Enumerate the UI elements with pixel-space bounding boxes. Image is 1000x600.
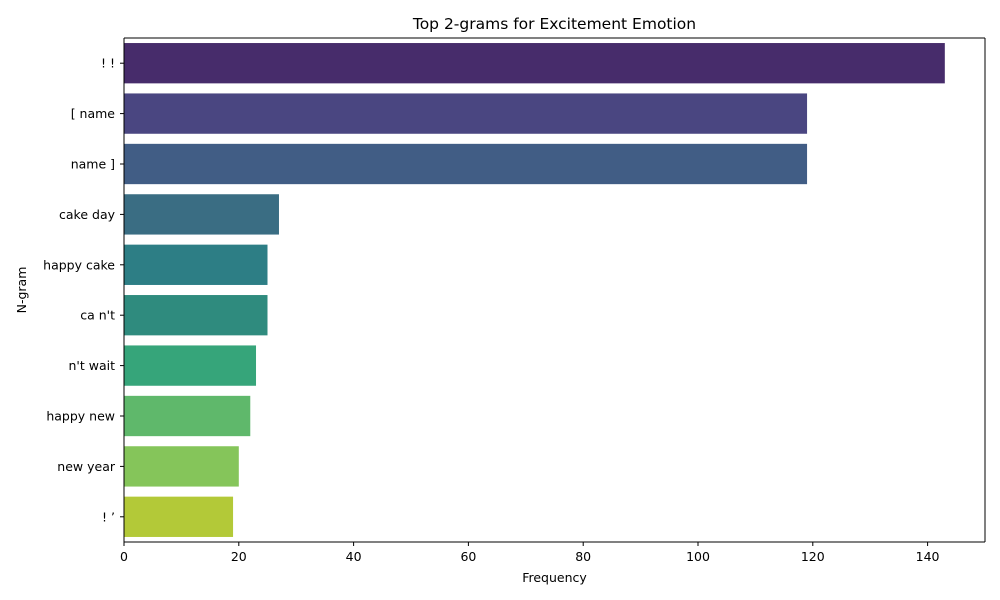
y-tick-label: happy new bbox=[46, 409, 115, 424]
y-tick-label: name ] bbox=[71, 157, 115, 172]
y-tick-label: happy cake bbox=[43, 257, 115, 272]
bar-6 bbox=[124, 345, 257, 386]
x-tick-label: 100 bbox=[686, 549, 710, 564]
bar-0 bbox=[124, 43, 945, 84]
y-axis-ticks: ! ! [ name name ] cake day happy cake ca n't n… bbox=[43, 56, 124, 524]
x-tick-label: 140 bbox=[916, 549, 940, 564]
y-tick-label: n't wait bbox=[69, 358, 116, 373]
x-tick-label: 120 bbox=[801, 549, 825, 564]
x-axis-ticks: 0 20 40 60 80 100 120 140 bbox=[120, 542, 940, 564]
x-tick-label: 20 bbox=[231, 549, 247, 564]
x-tick-label: 80 bbox=[575, 549, 591, 564]
bar-7 bbox=[124, 395, 251, 437]
bar-1 bbox=[124, 93, 808, 134]
x-tick-label: 60 bbox=[460, 549, 476, 564]
bar-8 bbox=[124, 446, 239, 487]
bar-9 bbox=[124, 496, 234, 537]
bar-5 bbox=[124, 295, 268, 336]
chart-title: Top 2-grams for Excitement Emotion bbox=[412, 15, 696, 33]
x-tick-label: 0 bbox=[120, 549, 128, 564]
y-tick-label: new year bbox=[57, 459, 116, 474]
bars-group bbox=[124, 43, 945, 537]
y-tick-label: ca n't bbox=[80, 308, 115, 323]
y-tick-label: ! ’ bbox=[102, 509, 115, 524]
y-tick-label: ! ! bbox=[101, 56, 115, 71]
bar-4 bbox=[124, 244, 268, 285]
y-tick-label: [ name bbox=[71, 106, 116, 121]
x-tick-label: 40 bbox=[346, 549, 362, 564]
bar-3 bbox=[124, 194, 279, 235]
y-axis-label: N-gram bbox=[14, 267, 29, 314]
y-tick-label: cake day bbox=[59, 207, 116, 222]
x-axis-label: Frequency bbox=[522, 570, 587, 585]
bar-2 bbox=[124, 143, 808, 185]
